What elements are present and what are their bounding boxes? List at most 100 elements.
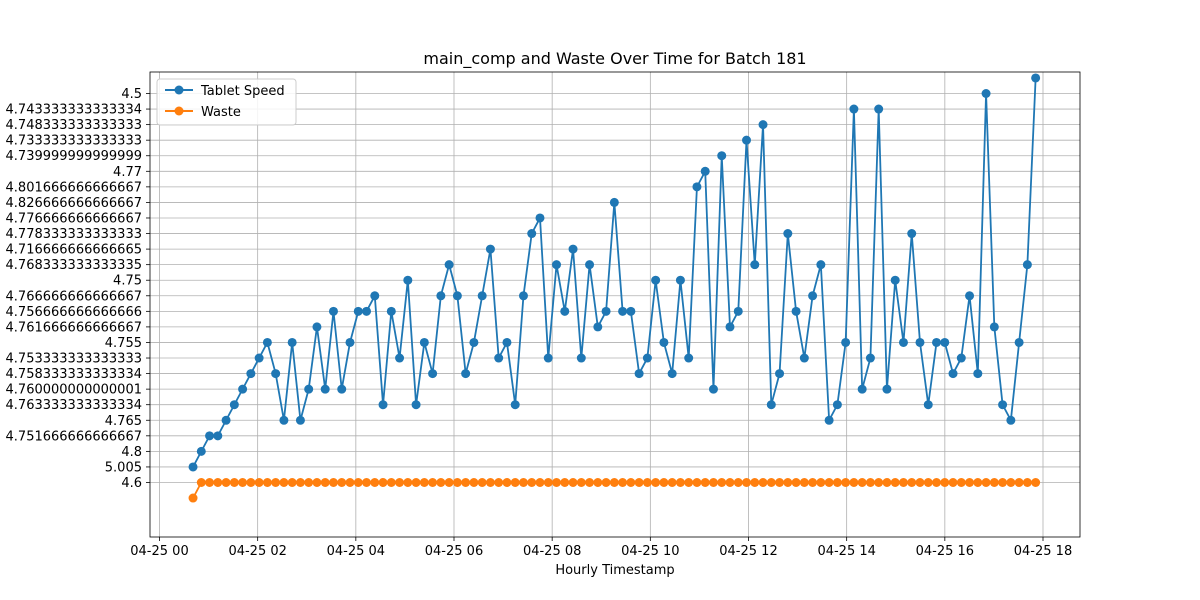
waste-point [271, 478, 281, 487]
waste-point [791, 478, 801, 487]
waste-point [337, 478, 347, 487]
tablet-speed-point [998, 400, 1008, 410]
tablet-speed-point [262, 337, 272, 347]
waste-point [849, 478, 859, 487]
waste-point [518, 478, 528, 487]
tablet-speed-point [229, 400, 239, 410]
y-tick-label: 4.761666666666667 [6, 320, 142, 335]
waste-point [857, 478, 867, 487]
tablet-speed-point [585, 260, 595, 270]
waste-point [362, 478, 372, 487]
tablet-speed-point [518, 291, 528, 301]
tablet-speed-point [609, 197, 619, 207]
waste-point [717, 478, 727, 487]
waste-point [865, 478, 875, 487]
legend: Tablet Speed Waste [156, 78, 297, 126]
tablet-speed-point [353, 306, 363, 316]
tablet-speed-point [907, 229, 917, 239]
tablet-speed-point [758, 120, 768, 130]
waste-point [304, 478, 314, 487]
waste-point [593, 478, 603, 487]
waste-point [692, 478, 702, 487]
waste-point [898, 478, 908, 487]
waste-point [965, 478, 975, 487]
tablet-speed-point [841, 337, 851, 347]
tablet-speed-point [775, 369, 785, 379]
tablet-speed-point [568, 244, 578, 254]
tablet-speed-point [1031, 73, 1041, 83]
y-tick-label: 4.743333333333334 [6, 103, 142, 118]
tablet-speed-point [320, 384, 330, 394]
y-tick-label: 4.5 [121, 87, 142, 102]
waste-point [824, 478, 834, 487]
tablet-speed-point [295, 415, 305, 425]
waste-point [485, 478, 495, 487]
tablet-speed-point [345, 337, 355, 347]
x-tick-label: 04-25 00 [130, 544, 188, 559]
waste-point [973, 478, 983, 487]
tablet-speed-point [1006, 415, 1016, 425]
tablet-speed-point [477, 291, 487, 301]
waste-point [907, 478, 917, 487]
waste-point [923, 478, 933, 487]
tablet-speed-point [659, 337, 669, 347]
x-tick-label: 04-25 14 [817, 544, 875, 559]
waste-point [353, 478, 363, 487]
y-tick-label: 4.733333333333333 [6, 134, 142, 149]
tablet-speed-point [923, 400, 933, 410]
tablet-speed-point [436, 291, 446, 301]
tablet-speed-point [411, 400, 421, 410]
waste-point [816, 478, 826, 487]
tablet-speed-point [461, 369, 471, 379]
tablet-speed-point [932, 337, 942, 347]
waste-point [684, 478, 694, 487]
y-tick-label: 4.765 [105, 414, 142, 429]
waste-point [461, 478, 471, 487]
tablet-speed-point [337, 384, 347, 394]
waste-point [1031, 478, 1041, 487]
waste-point [568, 478, 578, 487]
tablet-speed-point [601, 306, 611, 316]
waste-point [328, 478, 338, 487]
tablet-speed-point [890, 275, 900, 285]
x-tick-label: 04-25 08 [523, 544, 581, 559]
tablet-speed-point [989, 322, 999, 332]
waste-point [312, 478, 322, 487]
tablet-speed-point [981, 89, 991, 98]
tablet-speed-point [874, 104, 884, 114]
y-tick-label: 4.8 [121, 445, 142, 460]
tablet-speed-point [618, 306, 628, 316]
x-tick-label: 04-25 18 [1014, 544, 1072, 559]
y-tick-label: 4.756666666666666 [6, 305, 142, 320]
waste-point [733, 478, 743, 487]
waste-point [238, 478, 248, 487]
tablet-speed-point [965, 291, 975, 301]
tablet-speed-point [221, 415, 231, 425]
waste-point [585, 478, 595, 487]
waste-point [1022, 478, 1032, 487]
tablet-speed-point [651, 275, 661, 285]
waste-point [510, 478, 520, 487]
waste-point [378, 478, 388, 487]
waste-point [956, 478, 966, 487]
legend-marker-waste [174, 106, 184, 116]
waste-point [708, 478, 718, 487]
waste-point [221, 478, 231, 487]
tablet-speed-point [816, 260, 826, 270]
tablet-speed-point [783, 229, 793, 239]
tablet-speed-point [527, 229, 537, 239]
waste-point [370, 478, 380, 487]
waste-point [262, 478, 272, 487]
tablet-speed-point [1022, 260, 1032, 270]
tablet-speed-point [766, 400, 776, 410]
tablet-speed-point [799, 353, 809, 363]
y-tick-label: 4.751666666666667 [6, 429, 142, 444]
tablet-speed-point [419, 337, 429, 347]
tablet-speed-point [742, 135, 752, 145]
waste-point [808, 478, 818, 487]
tablet-speed-point [485, 244, 495, 254]
tablet-speed-point [188, 462, 198, 472]
waste-point [287, 478, 297, 487]
tablet-speed-point [328, 306, 338, 316]
